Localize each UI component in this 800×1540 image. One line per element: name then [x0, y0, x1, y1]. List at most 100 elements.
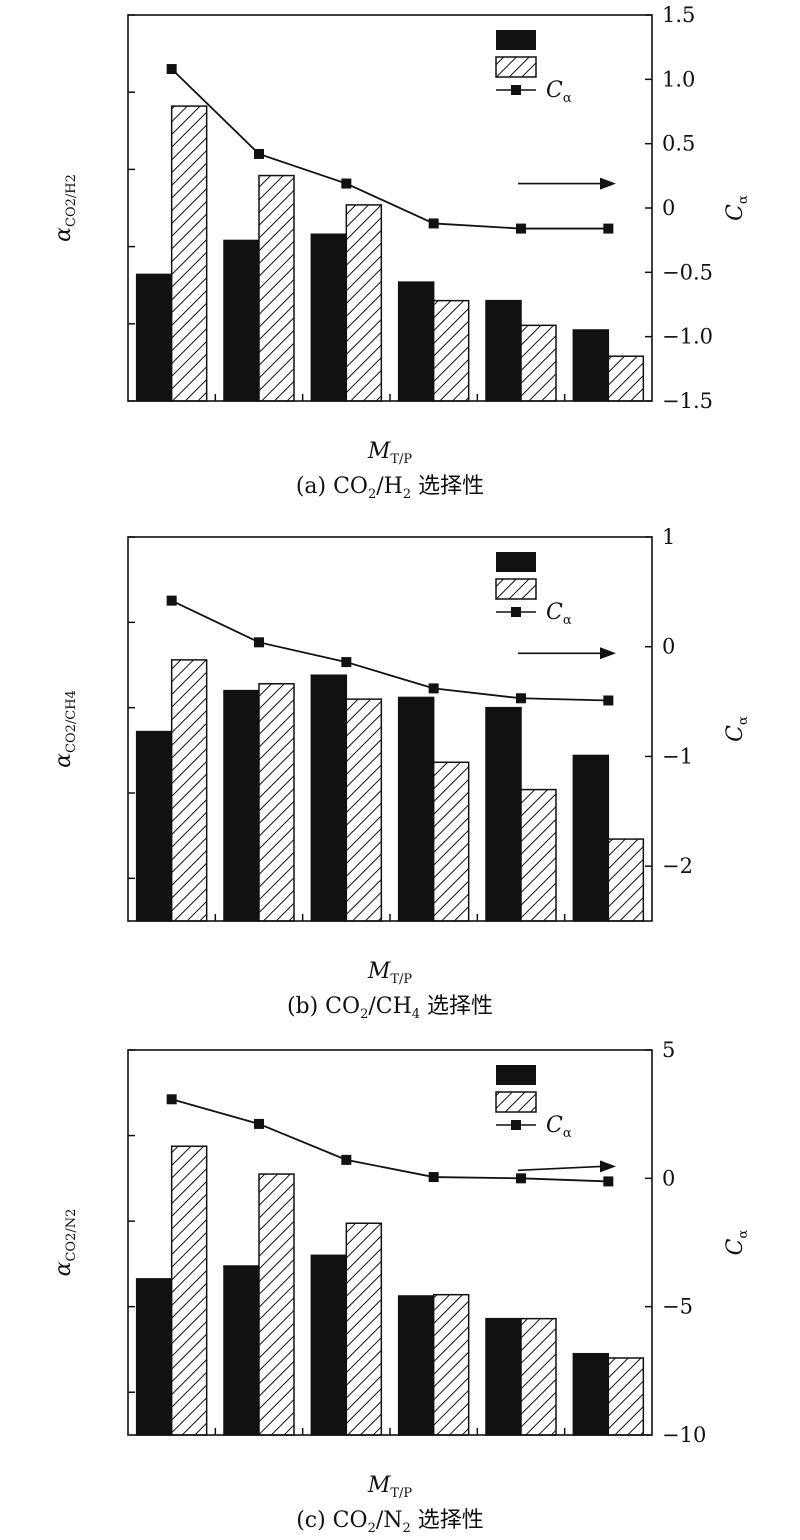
bar-after — [520, 1317, 557, 1436]
x-axis-label: MT/P — [367, 439, 413, 467]
y-axis-label: αCO2/H2 — [51, 174, 79, 242]
legend-marker — [511, 1120, 521, 1130]
legend-swatch-solid — [496, 30, 536, 50]
legend-swatch-hatched — [495, 56, 537, 78]
c-alpha-marker — [166, 64, 177, 75]
bar-after — [520, 788, 557, 922]
legend-swatch-solid — [496, 1065, 536, 1085]
bar-before — [223, 689, 260, 922]
legend-label: Cα — [546, 78, 572, 106]
x-axis-label: MT/P — [367, 1473, 413, 1501]
chart-panel-c: −10 −5 0 5 Cα αCO2/N2 Cα MT/P (c) CO2/N2 选择性 — [51, 1038, 751, 1536]
y2-tick-label: −1.5 — [662, 389, 713, 413]
y2-tick-label: 0 — [662, 1166, 675, 1190]
chart-panel-b: −2 −1 0 1 Cα αCO2/CH4 Cα MT/P (b) CO2/CH4 选择性 — [51, 525, 751, 1022]
bar-after — [258, 683, 295, 922]
y2-tick-label: 1.0 — [662, 67, 695, 91]
bar-before — [572, 329, 610, 402]
panel-caption: (a) CO2/H2 选择性 — [296, 474, 484, 502]
bar-after — [345, 698, 383, 922]
c-alpha-marker — [603, 695, 614, 706]
legend-marker — [511, 85, 521, 95]
c-alpha-marker — [341, 657, 352, 668]
arrow-right-icon — [600, 1160, 616, 1173]
c-alpha-marker — [516, 223, 526, 234]
c-alpha-marker — [428, 218, 439, 229]
arrow-right-icon — [600, 177, 616, 190]
arrow-line — [517, 1165, 605, 1172]
c-alpha-marker — [603, 1176, 614, 1187]
y2-axis-label: Cα — [723, 716, 751, 742]
legend-label: Cα — [546, 1113, 572, 1141]
y2-tick-label: 5 — [662, 1038, 675, 1062]
y2-tick-label: 0 — [662, 196, 675, 220]
bar-after — [170, 659, 208, 922]
y2-tick-label: 1.5 — [662, 3, 695, 27]
y2-axis-label: Cα — [723, 195, 751, 221]
panel-caption: (b) CO2/CH4 选择性 — [287, 994, 493, 1022]
bar-before — [485, 1317, 522, 1436]
bar-after — [432, 1293, 470, 1436]
y2-tick-label: 1 — [662, 525, 675, 549]
x-axis-label: MT/P — [367, 959, 413, 987]
y-axis-label: αCO2/N2 — [51, 1209, 79, 1277]
y2-tick-label: 0.5 — [662, 132, 695, 156]
y2-axis-label: Cα — [723, 1229, 751, 1255]
bar-before — [397, 281, 435, 402]
y2-tick-label: −1.0 — [662, 325, 713, 349]
y2-tick-label: −5 — [662, 1295, 693, 1319]
bar-before — [397, 696, 435, 922]
legend-marker — [511, 607, 521, 617]
bar-before — [223, 239, 260, 402]
y2-tick-label: 0 — [662, 635, 675, 659]
arrow-right-icon — [600, 647, 616, 660]
bar-before — [572, 754, 610, 922]
legend-label: Cα — [546, 600, 572, 628]
c-alpha-line — [171, 599, 609, 702]
bar-after — [170, 105, 208, 402]
c-alpha-marker — [341, 1154, 352, 1165]
bar-after — [432, 299, 470, 402]
legend-swatch-hatched — [495, 1091, 537, 1113]
c-alpha-marker — [341, 178, 352, 189]
bar-after — [345, 204, 383, 402]
c-alpha-marker — [166, 1094, 177, 1105]
c-alpha-line — [171, 68, 609, 230]
c-alpha-marker — [516, 693, 526, 704]
c-alpha-marker — [254, 148, 264, 159]
legend-swatch-hatched — [495, 578, 537, 600]
bar-before — [135, 1278, 173, 1436]
y2-tick-label: −10 — [662, 1423, 706, 1447]
bar-before — [397, 1295, 435, 1436]
bar-after — [520, 324, 557, 402]
chart-panel-a: −1.5 −1.0 −0.5 0 0.5 1.0 1.5 Cα αCO2/H2 Cα MT/P (a)… — [51, 3, 751, 502]
bar-after — [258, 174, 295, 402]
bar-before — [485, 706, 522, 922]
bar-after — [607, 1357, 645, 1436]
y-axis-label: αCO2/CH4 — [51, 690, 79, 768]
y2-tick-label: −2 — [662, 854, 693, 878]
c-alpha-marker — [254, 637, 264, 648]
c-alpha-marker — [516, 1173, 526, 1184]
legend-swatch-solid — [496, 552, 536, 572]
c-alpha-line — [171, 1098, 609, 1183]
bar-before — [135, 730, 173, 922]
bar-after — [432, 761, 470, 922]
bar-after — [345, 1222, 383, 1436]
bar-before — [485, 299, 522, 402]
bar-after — [607, 355, 645, 402]
bar-after — [170, 1145, 208, 1436]
bar-before — [310, 233, 348, 402]
c-alpha-marker — [254, 1118, 264, 1129]
bar-before — [135, 273, 173, 402]
c-alpha-marker — [428, 683, 439, 694]
c-alpha-marker — [428, 1172, 439, 1183]
bar-before — [223, 1265, 260, 1436]
bar-after — [607, 838, 645, 922]
bar-after — [258, 1173, 295, 1436]
bar-before — [310, 674, 348, 922]
c-alpha-marker — [603, 223, 614, 234]
c-alpha-marker — [166, 595, 177, 606]
y2-tick-label: −0.5 — [662, 260, 713, 284]
